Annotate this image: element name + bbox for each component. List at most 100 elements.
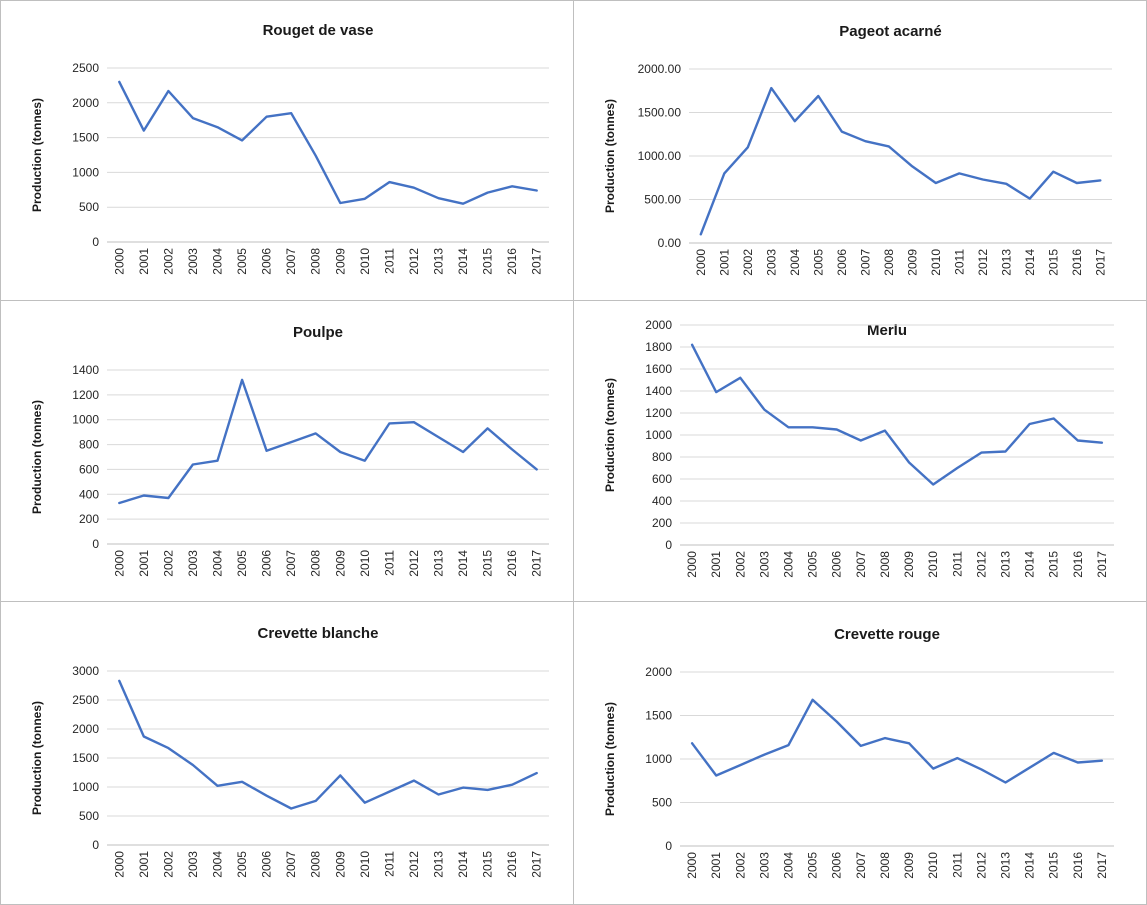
- data-point: [290, 807, 292, 809]
- x-tick-label: 2010: [358, 550, 372, 577]
- x-tick-label: 2007: [284, 248, 298, 275]
- y-tick-label: 1800: [645, 340, 672, 354]
- series-line: [118, 378, 538, 505]
- x-tick-label: 2005: [235, 851, 249, 878]
- x-tick-label: 2009: [333, 248, 347, 275]
- x-tick-label: 2001: [137, 550, 151, 577]
- y-tick-label: 0: [665, 839, 672, 853]
- data-point: [167, 747, 169, 749]
- x-tick-label: 2013: [432, 550, 446, 577]
- series-line: [690, 698, 1104, 784]
- data-point: [747, 146, 749, 148]
- data-point: [486, 789, 488, 791]
- x-tick-label: 2017: [1093, 249, 1107, 276]
- y-tick-label: 1400: [72, 363, 99, 377]
- x-tick-label: 2011: [382, 550, 396, 576]
- x-tick-label: 2003: [757, 852, 771, 879]
- x-tick-label: 2001: [717, 249, 731, 276]
- data-point: [864, 140, 866, 142]
- series-line: [690, 343, 1104, 486]
- x-tick-label: 2015: [481, 550, 495, 577]
- x-tick-label: 2015: [1047, 852, 1061, 879]
- x-tick-label: 2014: [456, 550, 470, 577]
- data-point: [143, 494, 145, 496]
- data-point: [691, 344, 693, 346]
- chart-panel-1: Rouget de vase Production (tonnes) 0 500 100…: [0, 0, 574, 301]
- x-tick-label: 2009: [905, 249, 919, 276]
- data-point: [980, 768, 982, 770]
- x-tick-label: 2010: [358, 851, 372, 878]
- data-point: [413, 779, 415, 781]
- x-tick-label: 2005: [806, 852, 820, 879]
- data-point: [932, 767, 934, 769]
- data-point: [836, 720, 838, 722]
- series-line: [118, 679, 538, 810]
- x-tick-label: 2010: [926, 852, 940, 879]
- x-tick-label: 2010: [929, 249, 943, 276]
- y-tick-label: 1000: [645, 752, 672, 766]
- data-point: [1099, 179, 1101, 181]
- data-point: [1077, 761, 1079, 763]
- data-point: [811, 699, 813, 701]
- data-point: [192, 764, 194, 766]
- data-point: [437, 793, 439, 795]
- y-tick-label: 1000: [645, 428, 672, 442]
- x-tick-label: 2015: [1046, 249, 1060, 276]
- data-point: [388, 790, 390, 792]
- x-tick-label: 2009: [902, 551, 916, 578]
- data-point: [1053, 752, 1055, 754]
- y-tick-label: 2500: [72, 693, 99, 707]
- x-tick-label: 2013: [432, 851, 446, 878]
- data-point: [511, 185, 513, 187]
- y-tick-label: 600: [652, 472, 672, 486]
- x-tick-label: 2004: [782, 551, 796, 578]
- data-point: [216, 126, 218, 128]
- data-point: [935, 182, 937, 184]
- data-point: [192, 117, 194, 119]
- x-tick-label: 2006: [830, 551, 844, 578]
- x-tick-label: 2010: [358, 248, 372, 275]
- chart-panel-4: Merlu Production (tonnes) 0 200 400 600 800 100…: [573, 300, 1147, 602]
- data-point: [241, 379, 243, 381]
- data-point: [932, 483, 934, 485]
- data-point: [536, 772, 538, 774]
- y-axis-label: Production (tonnes): [603, 99, 617, 213]
- x-tick-label: 2006: [835, 249, 849, 276]
- x-tick-label: 2003: [764, 249, 778, 276]
- y-tick-label: 600: [79, 462, 99, 476]
- x-tick-label: 2004: [211, 851, 225, 878]
- data-point: [1029, 197, 1031, 199]
- data-point: [413, 421, 415, 423]
- chart-title: Poulpe: [293, 324, 343, 341]
- y-tick-label: 400: [652, 494, 672, 508]
- x-tick-label: 2007: [854, 551, 868, 578]
- x-tick-label: 2009: [333, 851, 347, 878]
- x-tick-label: 2012: [976, 249, 990, 276]
- x-tick-label: 2010: [926, 551, 940, 578]
- y-tick-label: 3000: [72, 664, 99, 678]
- x-tick-label: 2012: [407, 851, 421, 878]
- data-point: [860, 439, 862, 441]
- y-tick-label: 500: [652, 796, 672, 810]
- x-tick-label: 2014: [1023, 852, 1037, 879]
- data-point: [536, 468, 538, 470]
- x-tick-label: 2000: [112, 248, 126, 275]
- x-tick-label: 2002: [733, 551, 747, 578]
- x-tick-label: 2008: [309, 851, 323, 878]
- x-tick-label: 2014: [1023, 551, 1037, 578]
- y-tick-label: 1500.00: [638, 106, 682, 120]
- data-point: [1076, 182, 1078, 184]
- data-point: [836, 428, 838, 430]
- y-tick-label: 1000: [72, 165, 99, 179]
- data-point: [241, 139, 243, 141]
- x-tick-label: 2007: [284, 851, 298, 878]
- y-tick-label: 0: [92, 838, 99, 852]
- x-tick-label: 2013: [999, 249, 1013, 276]
- chart-title: Merlu: [867, 322, 907, 339]
- data-point: [339, 202, 341, 204]
- x-tick-label: 2015: [1047, 551, 1061, 578]
- x-tick-label: 2013: [432, 248, 446, 275]
- data-point: [956, 467, 958, 469]
- data-point: [511, 783, 513, 785]
- y-tick-label: 500: [79, 200, 99, 214]
